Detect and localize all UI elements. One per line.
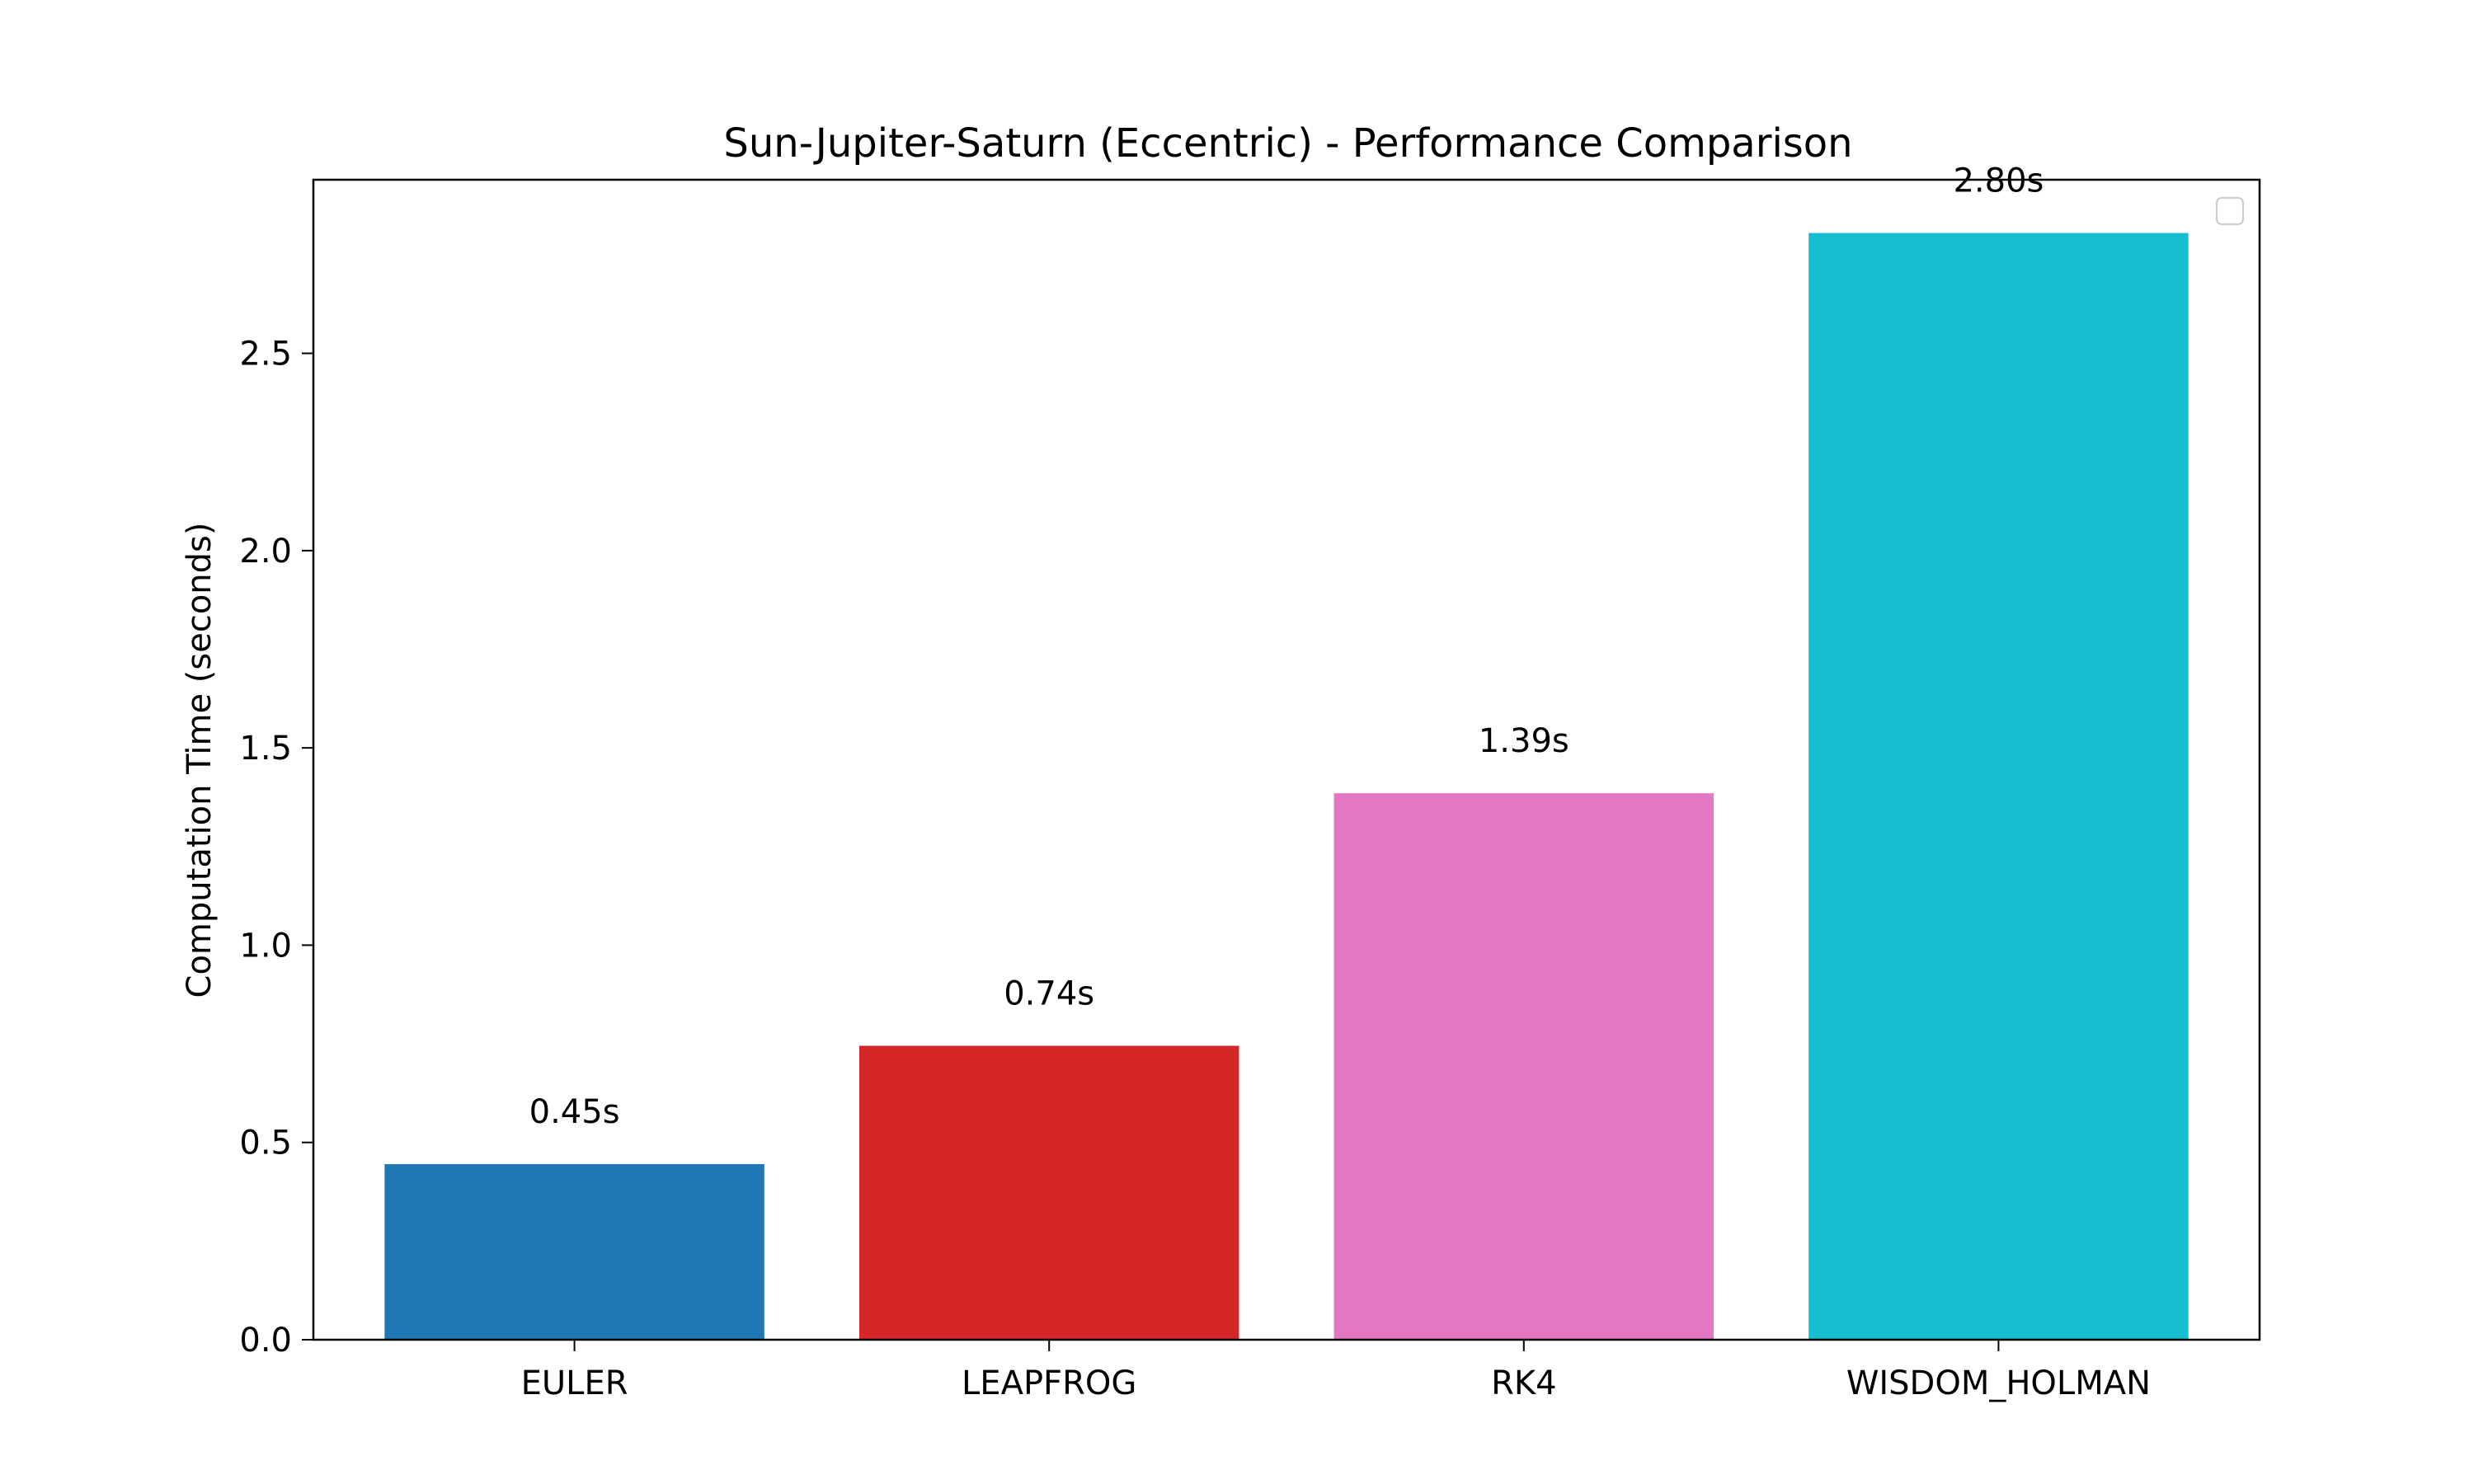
- data-label-wisdom-holman: 2.80s: [1953, 162, 2044, 200]
- x-tick-label: LEAPFROG: [962, 1364, 1136, 1402]
- legend-box: [2216, 197, 2244, 225]
- bar-leapfrog: [858, 1045, 1239, 1340]
- bars-layer: [384, 232, 2189, 1340]
- y-tick-label: 0.5: [239, 1125, 292, 1162]
- chart-title: Sun-Jupiter-Saturn (Eccentric) - Perform…: [723, 120, 1852, 167]
- x-tick-label: WISDOM_HOLMAN: [1846, 1364, 2151, 1402]
- data-label-leapfrog: 0.74s: [1004, 974, 1094, 1012]
- data-label-euler: 0.45s: [529, 1093, 620, 1131]
- x-tick-label: RK4: [1491, 1364, 1556, 1402]
- y-axis-label: Computation Time (seconds): [181, 523, 219, 998]
- y-axis-ticks: 0.0 0.5 1.0 1.5 2.0 2.5: [239, 336, 313, 1360]
- y-tick-label: 0.0: [239, 1322, 292, 1360]
- y-tick-label: 1.0: [239, 927, 292, 965]
- plot-area-frame: [312, 178, 2261, 1341]
- bar-euler: [384, 1164, 764, 1340]
- bar-rk4: [1333, 793, 1714, 1340]
- data-label-rk4: 1.39s: [1479, 722, 1569, 760]
- x-axis-ticks: EULER LEAPFROG RK4 WISDOM_HOLMAN: [521, 1340, 2151, 1402]
- y-tick-label: 2.0: [239, 533, 292, 571]
- x-tick-label: EULER: [521, 1364, 628, 1402]
- bar-wisdom-holman: [1808, 232, 2189, 1340]
- data-labels-layer: 0.45s 0.74s 1.39s 2.80s: [529, 162, 2044, 1131]
- y-tick-label: 2.5: [239, 336, 292, 373]
- y-tick-label: 1.5: [239, 730, 292, 768]
